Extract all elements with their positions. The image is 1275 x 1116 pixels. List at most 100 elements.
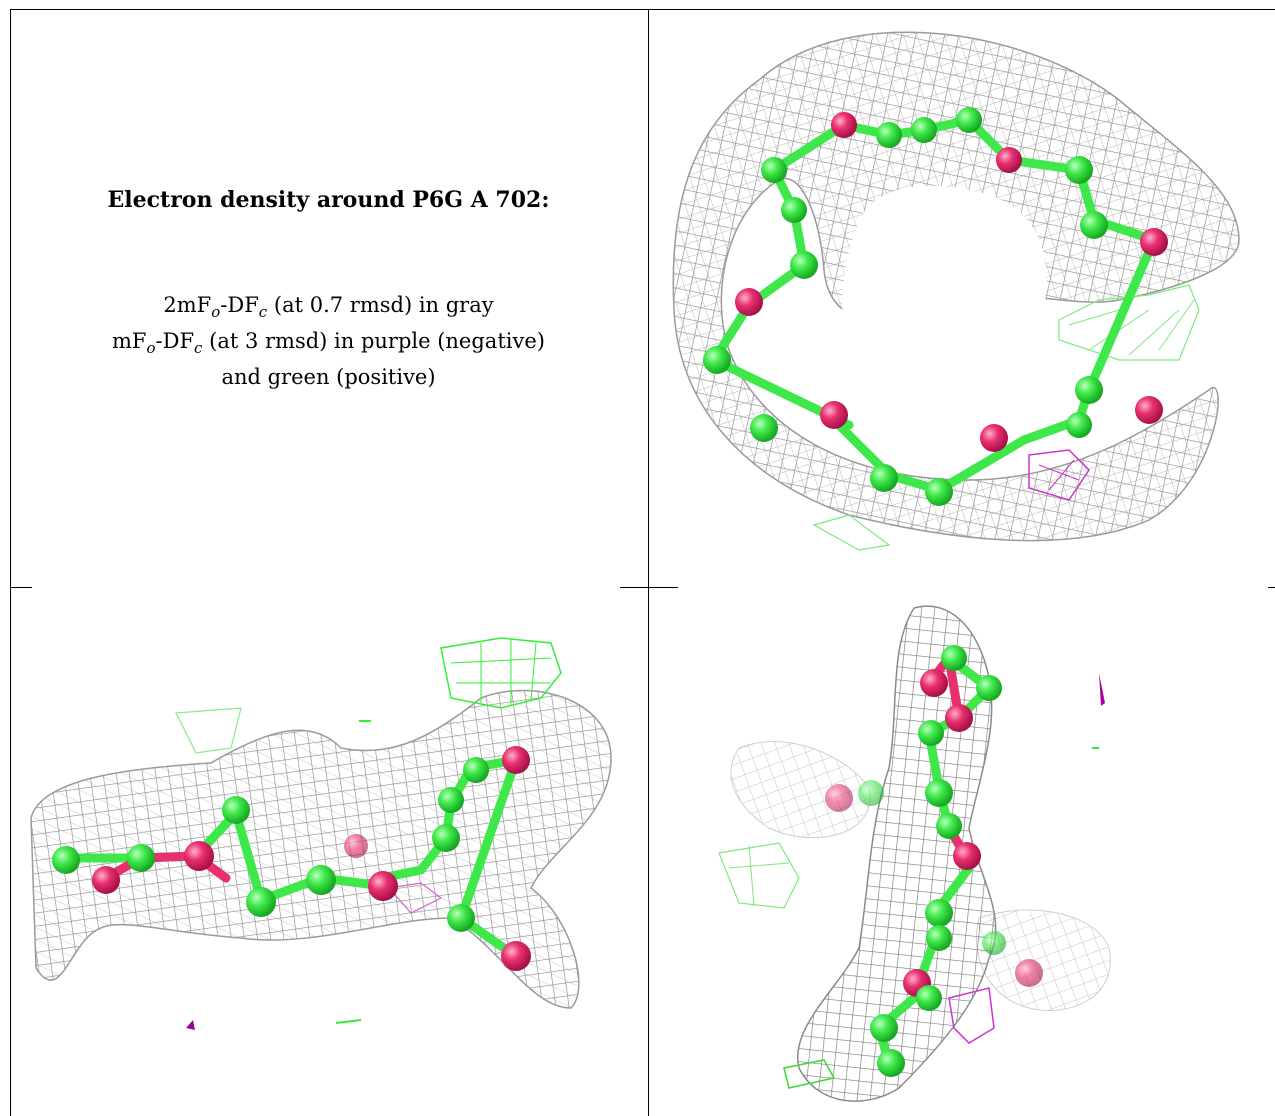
carbon-atom	[306, 865, 336, 895]
carbon-atom	[956, 107, 982, 133]
atoms	[825, 645, 1043, 1077]
border-top	[10, 9, 1275, 10]
oxygen-atom	[501, 941, 531, 971]
carbon-atom	[925, 779, 953, 807]
negative-density-fragment	[186, 1020, 195, 1030]
positive-density-mesh-small	[783, 1059, 836, 1089]
positive-density-fragment	[335, 1019, 362, 1024]
side-view-svg	[30, 637, 612, 1030]
carbon-atom	[438, 787, 464, 813]
carbon-atom	[1075, 376, 1103, 404]
positive-density-mesh-lines	[728, 845, 790, 907]
carbon-atom	[1080, 211, 1108, 239]
border-middle-vertical	[648, 9, 649, 1116]
oxygen-atom	[1140, 228, 1168, 256]
border-middle-horizontal-left	[10, 587, 32, 588]
oxygen-atom	[502, 746, 530, 774]
carbon-atom	[703, 346, 731, 374]
border-middle-horizontal-right	[1268, 587, 1275, 588]
oxygen-atom	[980, 424, 1008, 452]
carbon-atom	[911, 117, 937, 143]
caption-text: -DF	[220, 292, 259, 317]
atoms	[52, 746, 531, 971]
carbon-atom	[877, 1049, 905, 1077]
oxygen-atom	[831, 112, 857, 138]
positive-density-mesh	[440, 637, 562, 709]
carbon-atom	[761, 157, 787, 183]
carbon-atom	[916, 985, 942, 1011]
border-middle-horizontal-center	[620, 587, 678, 588]
oxygen-atom	[820, 401, 848, 429]
end-view-svg	[718, 605, 1111, 1102]
density-view-ring	[649, 10, 1275, 587]
oxygen-atom	[945, 704, 973, 732]
carbon-atom	[925, 899, 953, 927]
carbon-atom	[52, 846, 80, 874]
carbon-atom	[918, 720, 944, 746]
carbon-atom	[876, 122, 902, 148]
atoms	[703, 107, 1168, 506]
caption-subscript: c	[258, 303, 268, 321]
positive-density-mesh-small	[812, 514, 891, 551]
carbon-atom	[781, 197, 807, 223]
ring-cavity	[842, 185, 1047, 398]
caption-line-2mfo: 2mFo-DFc (at 0.7 rmsd) in gray	[163, 291, 493, 327]
carbon-atom	[976, 675, 1002, 701]
ligand-bonds-oxygen	[101, 851, 231, 883]
positive-density-mesh	[1058, 284, 1200, 361]
ring-view-svg	[672, 31, 1240, 551]
oxygen-atom	[92, 866, 120, 894]
density-view-end	[649, 588, 1275, 1116]
oxygen-atom	[344, 834, 368, 858]
oxygen-atom	[996, 147, 1022, 173]
carbon-atom	[858, 780, 884, 806]
ligand-bonds	[709, 115, 1159, 495]
caption-subscript: c	[194, 339, 203, 358]
carbon-atom	[870, 1014, 898, 1042]
caption-subscript: o	[146, 339, 156, 358]
positive-density-mesh-lines	[450, 640, 552, 706]
carbon-atom	[750, 414, 778, 442]
caption-text: -DF	[155, 329, 195, 353]
oxygen-atom	[1135, 396, 1163, 424]
carbon-atom	[790, 251, 818, 279]
carbon-atom	[447, 904, 475, 932]
negative-density-mesh-lines	[1038, 459, 1080, 491]
negative-density-fragment	[1099, 673, 1105, 706]
carbon-atom	[870, 464, 898, 492]
carbon-atom	[926, 925, 952, 951]
caption-line-green: and green (positive)	[221, 365, 436, 390]
oxygen-atom	[368, 871, 398, 901]
gray-density-mesh-faint	[730, 741, 871, 839]
caption-text: 2mF	[163, 292, 212, 317]
density-view-side	[11, 588, 648, 1116]
carbon-atom	[941, 645, 967, 671]
oxygen-atom	[184, 841, 214, 871]
carbon-atom	[246, 887, 276, 917]
caption-line-mfo: mFo-DFc (at 3 rmsd) in purple (negative)	[112, 327, 545, 363]
figure-title: Electron density around P6G A 702:	[107, 186, 550, 213]
carbon-atom	[982, 931, 1006, 955]
border-left	[10, 9, 11, 1116]
negative-density-mesh	[948, 987, 995, 1044]
caption-cell: Electron density around P6G A 702: 2mFo-…	[10, 10, 647, 587]
carbon-atom	[432, 824, 460, 852]
negative-density-mesh	[1028, 449, 1090, 501]
positive-density-mesh	[718, 842, 800, 909]
carbon-atom	[1065, 156, 1093, 184]
caption-subscript: o	[211, 303, 221, 321]
carbon-atom	[463, 757, 489, 783]
carbon-atom	[222, 796, 250, 824]
caption-text: mF	[112, 329, 147, 353]
carbon-atom	[925, 478, 953, 506]
negative-density-mesh	[387, 882, 443, 914]
oxygen-atom	[825, 784, 853, 812]
carbon-atom	[936, 813, 962, 839]
caption-text: (at 0.7 rmsd) in gray	[267, 292, 494, 317]
positive-density-mesh-lines	[1068, 299, 1195, 356]
oxygen-atom	[735, 288, 763, 316]
oxygen-atom	[920, 669, 948, 697]
oxygen-atom	[1015, 959, 1043, 987]
carbon-atom	[127, 844, 155, 872]
